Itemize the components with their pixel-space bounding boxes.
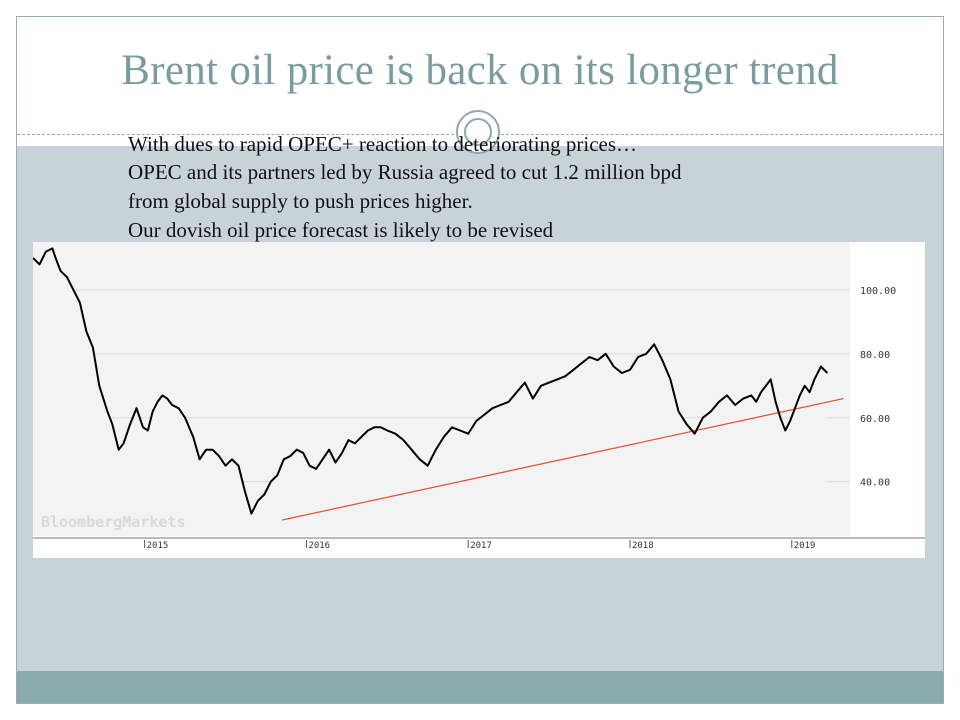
x-tick-label: 2019	[794, 541, 816, 551]
chart-svg: 2015 2016 2017 2018 2019 100.00 80.00 60.00 40.…	[32, 242, 925, 551]
y-tick-label: 80.00	[860, 350, 890, 361]
body-line-3: from global supply to push prices higher…	[128, 189, 473, 213]
y-tick-label: 100.00	[860, 286, 896, 297]
chart-watermark: BloombergMarkets	[41, 513, 186, 531]
y-tick-label: 40.00	[860, 478, 890, 489]
x-tick-label: 2015	[147, 541, 169, 551]
y-tick-label: 60.00	[860, 414, 890, 425]
x-tick-label: 2016	[308, 541, 330, 551]
trend-line	[282, 398, 844, 521]
price-area-fill	[33, 248, 828, 536]
x-tick-label: 2018	[632, 541, 654, 551]
slide-title: Brent oil price is back on its longer tr…	[121, 47, 839, 94]
body-line-4: Our dovish oil price forecast is likely …	[128, 218, 554, 242]
price-line-series	[32, 247, 829, 515]
body-line-2: OPEC and its partners led by Russia agre…	[128, 160, 682, 184]
slide-frame	[16, 16, 944, 704]
x-tick-label: 2017	[470, 541, 492, 551]
bottom-accent-bar	[17, 671, 943, 703]
body-line-1: With dues to rapid OPEC+ reaction to det…	[128, 132, 638, 156]
circle-ornament-inner	[464, 118, 492, 146]
brent-price-chart: 2015 2016 2017 2018 2019 100.00 80.00 60.00 40.…	[32, 242, 925, 558]
